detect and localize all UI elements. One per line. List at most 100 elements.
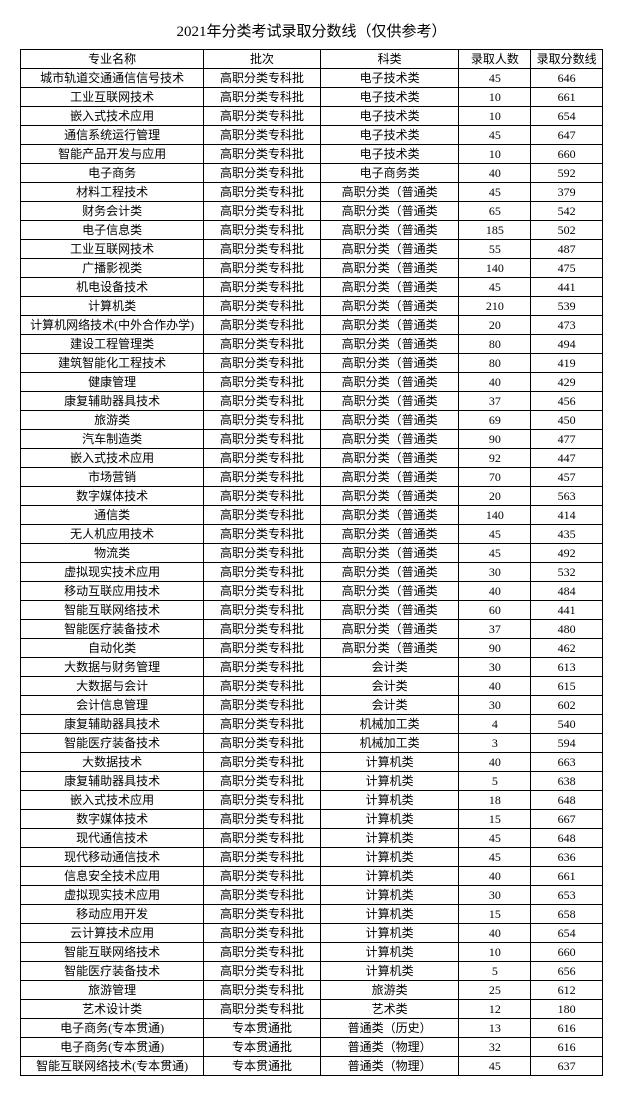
table-cell: 69 [459, 411, 531, 430]
table-cell: 419 [531, 354, 603, 373]
table-cell: 机械加工类 [320, 734, 459, 753]
table-cell: 城市轨道交通通信信号技术 [21, 69, 204, 88]
table-row: 电子信息类高职分类专科批高职分类（普通类185502 [21, 221, 603, 240]
table-cell: 654 [531, 924, 603, 943]
table-cell: 441 [531, 278, 603, 297]
table-cell: 638 [531, 772, 603, 791]
table-cell: 汽车制造类 [21, 430, 204, 449]
table-row: 机电设备技术高职分类专科批高职分类（普通类45441 [21, 278, 603, 297]
table-cell: 计算机类 [320, 829, 459, 848]
table-cell: 45 [459, 126, 531, 145]
table-cell: 高职分类专科批 [204, 696, 320, 715]
table-row: 数字媒体技术高职分类专科批高职分类（普通类20563 [21, 487, 603, 506]
table-cell: 484 [531, 582, 603, 601]
table-cell: 60 [459, 601, 531, 620]
table-row: 电子商务(专本贯通)专本贯通批普通类（物理）32616 [21, 1038, 603, 1057]
table-cell: 高职分类专科批 [204, 1000, 320, 1019]
table-cell: 456 [531, 392, 603, 411]
table-cell: 高职分类专科批 [204, 221, 320, 240]
table-cell: 658 [531, 905, 603, 924]
table-cell: 185 [459, 221, 531, 240]
table-row: 智能医疗装备技术高职分类专科批高职分类（普通类37480 [21, 620, 603, 639]
table-cell: 45 [459, 829, 531, 848]
table-cell: 嵌入式技术应用 [21, 449, 204, 468]
table-cell: 高职分类专科批 [204, 411, 320, 430]
table-cell: 会计类 [320, 677, 459, 696]
table-cell: 智能医疗装备技术 [21, 734, 204, 753]
table-row: 康复辅助器具技术高职分类专科批高职分类（普通类37456 [21, 392, 603, 411]
table-cell: 594 [531, 734, 603, 753]
table-row: 通信系统运行管理高职分类专科批电子技术类45647 [21, 126, 603, 145]
table-cell: 计算机网络技术(中外合作办学) [21, 316, 204, 335]
table-row: 嵌入式技术应用高职分类专科批高职分类（普通类92447 [21, 449, 603, 468]
table-cell: 电子技术类 [320, 145, 459, 164]
table-cell: 高职分类专科批 [204, 69, 320, 88]
table-cell: 40 [459, 164, 531, 183]
table-row: 通信类高职分类专科批高职分类（普通类140414 [21, 506, 603, 525]
table-cell: 45 [459, 278, 531, 297]
table-cell: 462 [531, 639, 603, 658]
table-cell: 615 [531, 677, 603, 696]
table-cell: 648 [531, 791, 603, 810]
table-cell: 高职分类专科批 [204, 487, 320, 506]
table-cell: 计算机类 [320, 772, 459, 791]
table-cell: 32 [459, 1038, 531, 1057]
table-cell: 高职分类专科批 [204, 126, 320, 145]
table-cell: 艺术设计类 [21, 1000, 204, 1019]
table-cell: 高职分类专科批 [204, 829, 320, 848]
table-cell: 450 [531, 411, 603, 430]
table-cell: 高职分类（普通类 [320, 297, 459, 316]
table-cell: 3 [459, 734, 531, 753]
table-row: 信息安全技术应用高职分类专科批计算机类40661 [21, 867, 603, 886]
table-row: 工业互联网技术高职分类专科批高职分类（普通类55487 [21, 240, 603, 259]
table-row: 城市轨道交通通信信号技术高职分类专科批电子技术类45646 [21, 69, 603, 88]
table-cell: 现代通信技术 [21, 829, 204, 848]
table-row: 电子商务高职分类专科批电子商务类40592 [21, 164, 603, 183]
table-cell: 12 [459, 1000, 531, 1019]
table-cell: 高职分类专科批 [204, 886, 320, 905]
table-cell: 虚拟现实技术应用 [21, 886, 204, 905]
table-cell: 高职分类专科批 [204, 791, 320, 810]
table-cell: 高职分类（普通类 [320, 639, 459, 658]
table-cell: 高职分类专科批 [204, 240, 320, 259]
table-cell: 高职分类专科批 [204, 677, 320, 696]
table-row: 现代移动通信技术高职分类专科批计算机类45636 [21, 848, 603, 867]
table-cell: 45 [459, 1057, 531, 1076]
table-row: 材料工程技术高职分类专科批高职分类（普通类45379 [21, 183, 603, 202]
table-cell: 473 [531, 316, 603, 335]
table-cell: 30 [459, 696, 531, 715]
table-row: 电子商务(专本贯通)专本贯通批普通类（历史）13616 [21, 1019, 603, 1038]
table-cell: 540 [531, 715, 603, 734]
table-cell: 180 [531, 1000, 603, 1019]
table-row: 健康管理高职分类专科批高职分类（普通类40429 [21, 373, 603, 392]
table-cell: 高职分类（普通类 [320, 316, 459, 335]
table-cell: 648 [531, 829, 603, 848]
table-cell: 高职分类专科批 [204, 259, 320, 278]
table-cell: 艺术类 [320, 1000, 459, 1019]
table-cell: 90 [459, 430, 531, 449]
table-cell: 高职分类专科批 [204, 392, 320, 411]
table-cell: 637 [531, 1057, 603, 1076]
table-cell: 智能互联网络技术 [21, 601, 204, 620]
table-cell: 480 [531, 620, 603, 639]
table-cell: 80 [459, 335, 531, 354]
table-cell: 140 [459, 259, 531, 278]
table-cell: 55 [459, 240, 531, 259]
table-row: 虚拟现实技术应用高职分类专科批计算机类30653 [21, 886, 603, 905]
table-cell: 电子商务类 [320, 164, 459, 183]
table-cell: 康复辅助器具技术 [21, 392, 204, 411]
table-row: 移动应用开发高职分类专科批计算机类15658 [21, 905, 603, 924]
table-cell: 旅游类 [21, 411, 204, 430]
table-cell: 高职分类（普通类 [320, 620, 459, 639]
table-cell: 高职分类（普通类 [320, 449, 459, 468]
table-cell: 工业互联网技术 [21, 88, 204, 107]
table-header-row: 专业名称 批次 科类 录取人数 录取分数线 [21, 50, 603, 69]
table-cell: 210 [459, 297, 531, 316]
table-cell: 661 [531, 867, 603, 886]
table-cell: 智能医疗装备技术 [21, 620, 204, 639]
table-cell: 660 [531, 145, 603, 164]
table-cell: 37 [459, 620, 531, 639]
table-cell: 健康管理 [21, 373, 204, 392]
table-row: 嵌入式技术应用高职分类专科批计算机类18648 [21, 791, 603, 810]
table-cell: 高职分类（普通类 [320, 563, 459, 582]
